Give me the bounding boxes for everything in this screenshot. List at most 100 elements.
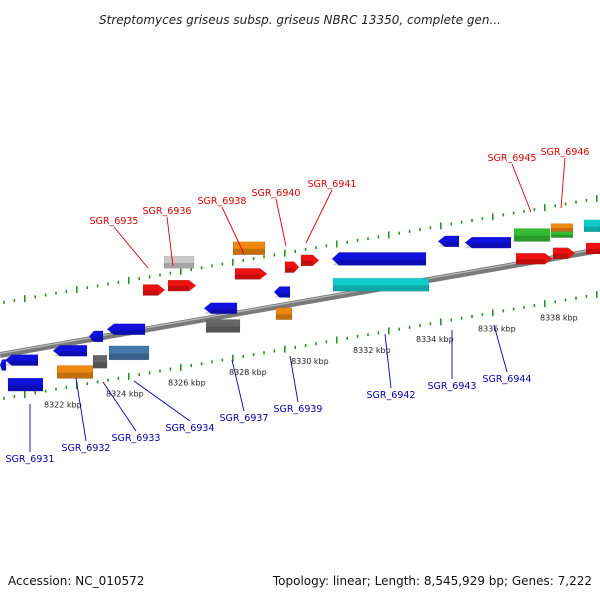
gene-arrow xyxy=(4,354,39,366)
genome-summary-text: Topology: linear; Length: 8,545,929 bp; … xyxy=(272,574,592,588)
gene-arrow xyxy=(203,302,238,315)
label-leader xyxy=(275,198,287,247)
gene-label-text: SGR_6946 xyxy=(541,147,590,158)
gene-body xyxy=(92,354,108,369)
gene-arrow xyxy=(513,228,551,242)
gene-label-top: SGR_6936 xyxy=(143,206,191,267)
gene-label-bottom: SGR_6933 xyxy=(102,381,161,444)
gene-arrow xyxy=(108,345,150,361)
gene-shade xyxy=(53,351,87,357)
gene-arrow xyxy=(167,279,197,292)
gene-shade xyxy=(89,336,103,342)
gene-body xyxy=(437,235,460,248)
gene-shade xyxy=(553,253,568,259)
gene-label-top: SGR_6941 xyxy=(305,179,356,244)
gene-body xyxy=(205,319,241,333)
gene-labels: SGR_6935 SGR_6936 SGR_6938 SGR_6940 SGR_6941… xyxy=(6,147,590,465)
gene-arrow xyxy=(234,268,268,280)
gene-label-bottom: SGR_6943 xyxy=(428,330,476,392)
gene-body xyxy=(331,252,427,266)
gene-arrow xyxy=(583,219,600,233)
gene-arrow xyxy=(92,354,108,369)
gene-body xyxy=(7,377,44,392)
gene-shade xyxy=(465,243,511,249)
gene-shade xyxy=(8,385,43,392)
gene-label-text: SGR_6942 xyxy=(367,390,416,401)
gene-label-text: SGR_6940 xyxy=(252,188,301,199)
gene-shade xyxy=(285,267,295,273)
label-leader xyxy=(133,380,191,422)
gene-shade xyxy=(514,235,550,242)
gene-body xyxy=(284,261,300,273)
gene-shade xyxy=(204,308,237,314)
kbp-labels: 8322 kbp 8324 kbp 8326 kbp 8328 kbp 8330 kbp… xyxy=(44,314,578,410)
kbp-label: 8336 kbp xyxy=(478,324,516,333)
gene-label-text: SGR_6945 xyxy=(488,153,537,164)
label-leader xyxy=(560,157,566,209)
gene-arrow xyxy=(0,359,7,371)
gene-shade xyxy=(235,274,260,280)
gene-shade xyxy=(109,353,149,360)
gene-body xyxy=(203,302,238,315)
label-leader xyxy=(289,355,299,403)
gene-shade xyxy=(93,362,107,369)
gene-arrow xyxy=(205,319,241,333)
kbp-label: 8328 kbp xyxy=(229,368,267,377)
gene-label-bottom: SGR_6942 xyxy=(367,333,416,401)
gene-body xyxy=(515,252,553,265)
gene-label-top: SGR_6946 xyxy=(541,147,590,209)
gene-label-text: SGR_6934 xyxy=(166,423,215,434)
gene-shade xyxy=(333,285,429,292)
gene-shade xyxy=(0,365,6,371)
gene-arrow xyxy=(275,307,293,320)
label-leader xyxy=(221,206,245,255)
gene-body xyxy=(275,307,293,320)
gene-shade xyxy=(516,259,545,265)
kbp-label: 8338 kbp xyxy=(540,314,578,323)
gene-shade xyxy=(107,329,145,335)
gene-body xyxy=(585,242,600,255)
gene-arrow xyxy=(331,252,427,266)
gene-label-text: SGR_6931 xyxy=(6,454,55,465)
gene-shade xyxy=(584,226,600,232)
gene-arrow xyxy=(464,236,512,249)
kbp-label: 8330 kbp xyxy=(291,357,329,366)
gene-body xyxy=(167,279,197,292)
gene-label-bottom: SGR_6944 xyxy=(483,324,531,385)
gene-body xyxy=(550,231,574,238)
gene-label-text: SGR_6932 xyxy=(62,443,111,454)
gene-label-text: SGR_6939 xyxy=(274,404,323,415)
gene-body xyxy=(583,219,600,233)
gene-shade xyxy=(586,249,600,254)
gene-shade xyxy=(5,360,38,366)
gene-arrow xyxy=(332,277,430,292)
gene-shade xyxy=(206,326,240,333)
gene-shade xyxy=(274,292,290,298)
gene-label-text: SGR_6937 xyxy=(220,413,269,424)
gene-shade xyxy=(551,234,573,238)
gene-label-bottom: SGR_6937 xyxy=(220,359,269,424)
gene-shade xyxy=(438,241,459,247)
gene-arrow xyxy=(585,242,600,255)
gene-body xyxy=(552,247,576,259)
label-leader xyxy=(231,359,245,412)
gene-arrow xyxy=(550,231,574,238)
gene-label-top: SGR_6938 xyxy=(198,196,246,255)
gene-label-text: SGR_6933 xyxy=(112,433,161,444)
gene-body xyxy=(0,359,7,371)
gene-arrow xyxy=(106,323,146,336)
gene-arrow xyxy=(52,344,88,357)
label-leader xyxy=(102,381,137,432)
gene-body xyxy=(234,268,268,280)
accession-text: Accession: NC_010572 xyxy=(8,574,144,588)
gene-arrow xyxy=(550,223,574,232)
label-leader xyxy=(305,189,333,244)
gene-arrow xyxy=(7,377,44,392)
gene-shade xyxy=(164,262,194,269)
tick-layer xyxy=(3,195,598,400)
gene-shade xyxy=(57,372,93,379)
label-leader xyxy=(113,226,149,269)
gene-shade xyxy=(143,290,158,296)
gene-shade xyxy=(551,227,573,232)
